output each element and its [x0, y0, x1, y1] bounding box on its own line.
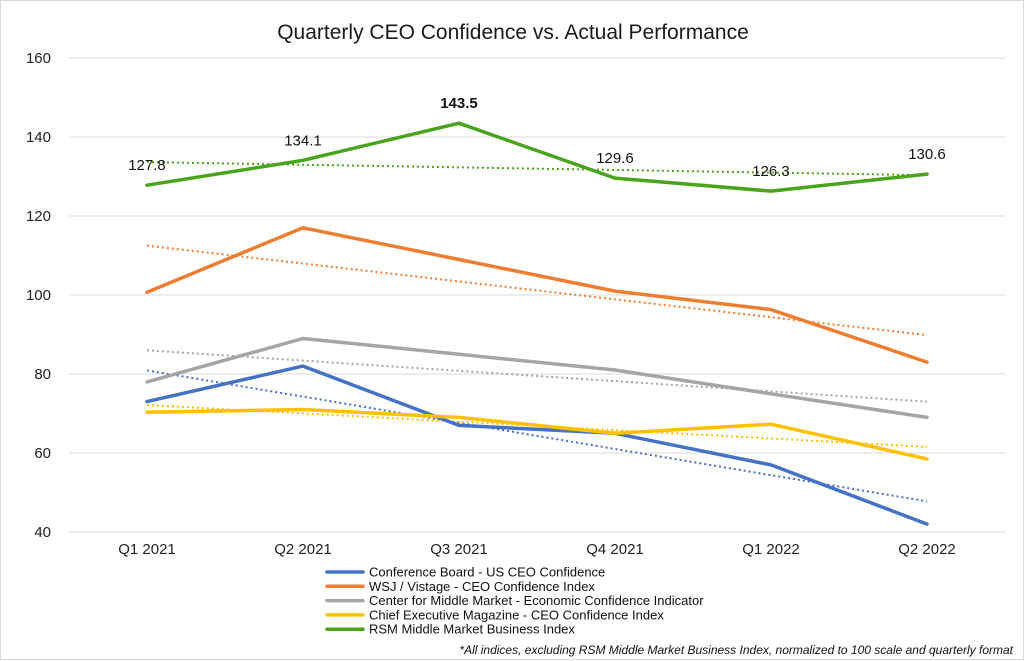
legend-label: RSM Middle Market Business Index [369, 622, 575, 637]
legend-label: Chief Executive Magazine - CEO Confidenc… [369, 607, 664, 622]
y-tick-label: 40 [34, 524, 51, 541]
x-tick-label: Q2 2022 [898, 541, 956, 558]
legend: Conference Board - US CEO ConfidenceWSJ … [325, 565, 704, 637]
y-tick-label: 60 [34, 445, 51, 462]
data-label: 127.8 [128, 157, 166, 174]
x-axis: Q1 2021 Q2 2021 Q3 2021 Q4 2021 Q1 2022 Q2 20… [118, 541, 956, 558]
footnote: *All indices, excluding RSM Middle Marke… [459, 643, 1013, 657]
series-line [145, 407, 929, 461]
gridlines [69, 57, 1005, 533]
data-label: 126.3 [752, 163, 790, 180]
data-label: 143.5 [440, 95, 478, 112]
trendline [146, 369, 928, 503]
data-label: 130.6 [908, 146, 946, 163]
x-tick-label: Q2 2021 [274, 541, 332, 558]
data-label: 134.1 [284, 132, 322, 149]
y-tick-label: 140 [26, 129, 51, 146]
series-line [145, 364, 929, 526]
series-line [145, 336, 929, 420]
trendline [146, 161, 928, 177]
x-tick-label: Q4 2021 [586, 541, 644, 558]
x-tick-label: Q1 2021 [118, 541, 176, 558]
trendline [146, 349, 928, 403]
y-tick-label: 120 [26, 208, 51, 225]
data-labels: 127.8 134.1 143.5 129.6 126.3 130.6 [128, 95, 946, 180]
trendlines [146, 161, 928, 503]
legend-label: Center for Middle Market - Economic Conf… [369, 593, 704, 608]
trendline [146, 244, 928, 337]
data-label: 129.6 [596, 150, 634, 167]
chart-title: Quarterly CEO Confidence vs. Actual Perf… [277, 21, 749, 44]
y-tick-label: 160 [26, 50, 51, 67]
y-tick-label: 100 [26, 287, 51, 304]
y-tick-label: 80 [34, 366, 51, 383]
x-tick-label: Q3 2021 [430, 541, 488, 558]
series-lines [145, 121, 929, 526]
series-line [145, 121, 929, 193]
legend-label: Conference Board - US CEO Confidence [369, 565, 605, 580]
y-axis: 40 60 80 100 120 140 160 [26, 50, 51, 541]
legend-label: WSJ / Vistage - CEO Confidence Index [369, 579, 595, 594]
x-tick-label: Q1 2022 [742, 541, 800, 558]
series-line [145, 226, 929, 364]
